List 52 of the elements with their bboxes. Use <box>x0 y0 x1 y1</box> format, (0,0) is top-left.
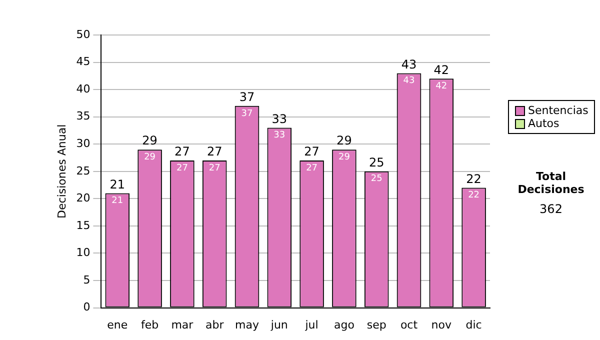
y-tick-label: 35 <box>76 110 90 123</box>
data-label: 27 <box>176 163 188 174</box>
total-label: 27 <box>304 144 320 159</box>
data-label: 22 <box>468 190 480 201</box>
y-axis-title: Decisiones Anual <box>55 124 68 218</box>
data-label: 29 <box>338 152 350 162</box>
total-label: 29 <box>336 134 352 148</box>
y-tick-label: 15 <box>76 218 90 232</box>
y-tick-label: 25 <box>76 164 90 178</box>
total-label: 33 <box>272 112 288 126</box>
total-label: 42 <box>434 62 450 77</box>
total-label: 25 <box>368 156 384 170</box>
y-tick-label: 40 <box>76 82 90 96</box>
y-tick-label: 10 <box>76 246 90 260</box>
y-tick-label: 30 <box>76 136 90 150</box>
x-tick-label: jun <box>270 318 288 332</box>
total-label: 21 <box>110 177 126 192</box>
y-tick-label: 20 <box>76 192 90 205</box>
x-tick-label: dic <box>466 318 482 332</box>
total-label: 27 <box>206 144 222 159</box>
data-label: 33 <box>274 130 286 141</box>
x-tick-label: sep <box>366 318 386 332</box>
data-label: 27 <box>306 163 318 174</box>
x-tick-label: oct <box>400 318 418 332</box>
total-label: 27 <box>174 144 190 159</box>
total-label: 43 <box>401 57 417 72</box>
data-label: 29 <box>144 152 156 162</box>
legend-label: Autos <box>528 117 560 130</box>
data-label: 43 <box>403 76 415 86</box>
data-label: 42 <box>436 81 448 92</box>
data-label: 25 <box>370 174 382 184</box>
y-tick-label: 45 <box>76 55 90 68</box>
legend-label: Sentencias <box>528 104 588 117</box>
data-label: 21 <box>112 196 124 206</box>
data-label: 27 <box>208 163 220 174</box>
y-tick-label: 50 <box>76 28 90 41</box>
y-tick-label: 5 <box>83 273 90 286</box>
x-tick-label: ago <box>334 318 355 332</box>
text: Total Decisiones <box>516 170 586 196</box>
x-tick-label: ene <box>107 318 128 332</box>
x-tick-label: feb <box>140 318 159 332</box>
x-tick-label: jul <box>304 318 318 332</box>
total-label: 37 <box>239 90 255 104</box>
total-label: 29 <box>142 134 158 148</box>
data-label: 37 <box>241 108 253 119</box>
y-tick-label: 0 <box>83 300 90 314</box>
x-tick-label: mar <box>171 318 194 332</box>
x-tick-label: may <box>235 318 260 332</box>
x-tick-label: nov <box>431 318 452 332</box>
total-label: 22 <box>466 172 482 186</box>
text: 362 <box>538 202 564 216</box>
x-tick-label: abr <box>205 318 224 332</box>
